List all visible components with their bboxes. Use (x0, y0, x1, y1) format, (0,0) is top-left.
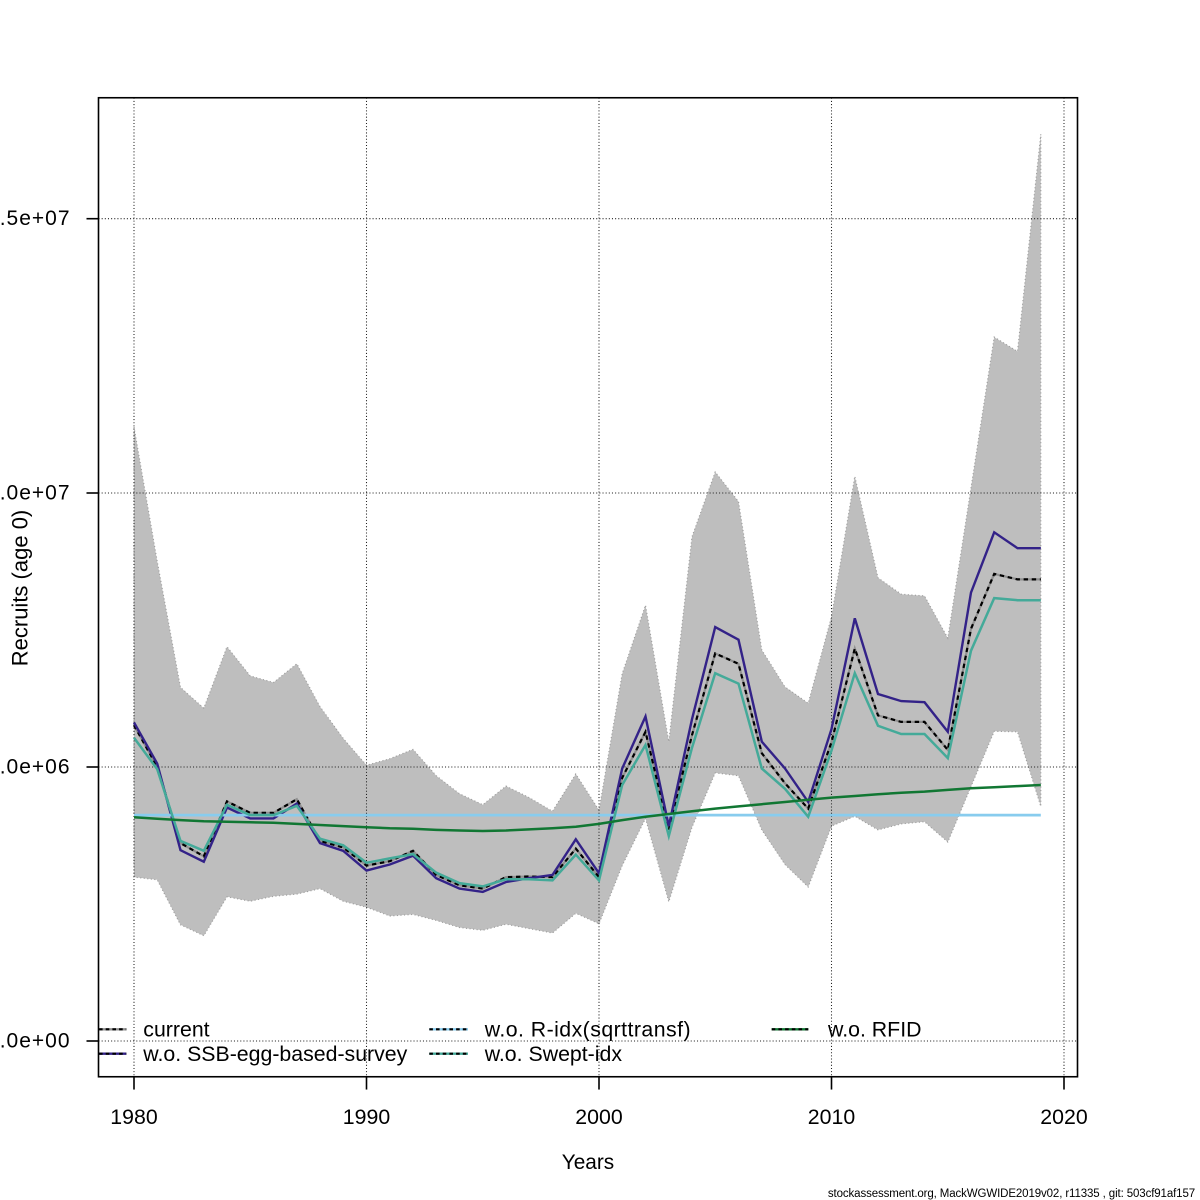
svg-text:w.o. R-idx(sqrttransf): w.o. R-idx(sqrttransf) (484, 1018, 691, 1042)
svg-text:.5e+07: .5e+07 (0, 207, 71, 230)
svg-text:2010: 2010 (808, 1105, 856, 1129)
svg-text:.0e+00: .0e+00 (0, 1030, 71, 1053)
svg-text:2000: 2000 (575, 1105, 623, 1129)
svg-text:stockassessment.org, MackWGWID: stockassessment.org, MackWGWIDE2019v02, … (828, 1188, 1195, 1200)
svg-text:w.o. RFID: w.o. RFID (827, 1018, 922, 1042)
svg-text:Years: Years (562, 1151, 614, 1174)
svg-text:1980: 1980 (110, 1105, 158, 1129)
svg-text:current: current (143, 1018, 209, 1042)
svg-text:.0e+06: .0e+06 (0, 756, 71, 779)
svg-text:w.o. SSB-egg-based-survey: w.o. SSB-egg-based-survey (142, 1042, 407, 1066)
svg-text:w.o. Swept-idx: w.o. Swept-idx (484, 1042, 623, 1066)
svg-text:1990: 1990 (343, 1105, 391, 1129)
svg-text:.0e+07: .0e+07 (0, 482, 71, 505)
svg-text:Recruits (age 0): Recruits (age 0) (8, 510, 33, 667)
svg-text:2020: 2020 (1040, 1105, 1088, 1129)
